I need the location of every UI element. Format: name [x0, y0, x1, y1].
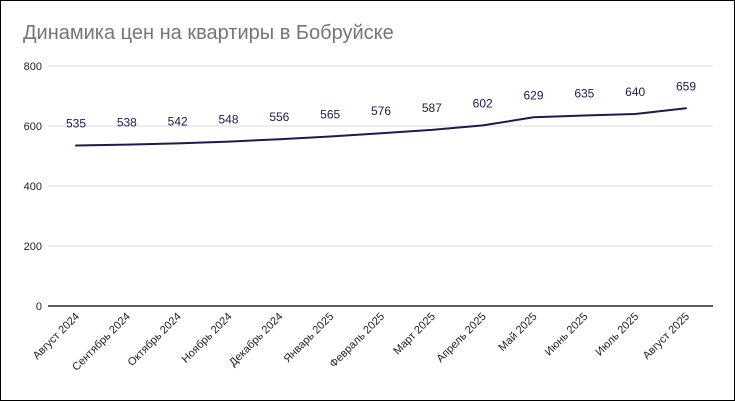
data-label: 538 [117, 116, 137, 130]
data-label: 602 [473, 96, 493, 110]
x-tick-label: Июль 2025 [593, 311, 641, 359]
data-label: 659 [676, 79, 696, 93]
x-tick-label: Август 2024 [31, 311, 82, 362]
x-tick-label: Январь 2025 [282, 311, 337, 366]
x-tick-label: Август 2025 [641, 311, 692, 362]
data-label: 542 [168, 114, 188, 128]
data-label: 565 [320, 108, 340, 122]
y-tick-label: 200 [24, 241, 42, 253]
x-tick-label: Октябрь 2024 [126, 311, 184, 369]
data-label: 535 [66, 117, 86, 131]
x-tick-label: Апрель 2025 [434, 311, 488, 365]
y-tick-label: 400 [24, 181, 42, 193]
data-label: 576 [371, 104, 391, 118]
data-label: 635 [574, 87, 594, 101]
x-tick-label: Февраль 2025 [328, 311, 388, 371]
x-tick-label: Июнь 2025 [543, 311, 591, 359]
data-label: 556 [269, 110, 289, 124]
x-tick-label: Март 2025 [391, 311, 438, 358]
chart-title: Динамика цен на квартиры в Бобруйске [23, 22, 394, 44]
x-tick-label: Ноябрь 2024 [180, 311, 235, 366]
data-labels: 535 538 542 548 556 565 576 587 602 629 635 640 659 [66, 79, 696, 130]
data-label: 587 [422, 101, 442, 115]
y-tick-label: 0 [36, 301, 42, 313]
data-label: 640 [625, 85, 645, 99]
data-label: 629 [523, 88, 543, 102]
grid-lines [48, 65, 713, 307]
y-axis-ticks: 0 200 400 600 800 [24, 61, 42, 313]
series-layer [75, 107, 687, 147]
data-label: 548 [218, 113, 238, 127]
y-tick-label: 800 [24, 61, 42, 73]
x-tick-label: Декабрь 2024 [227, 311, 285, 369]
x-tick-label: Май 2025 [496, 311, 539, 354]
y-tick-label: 600 [24, 121, 42, 133]
